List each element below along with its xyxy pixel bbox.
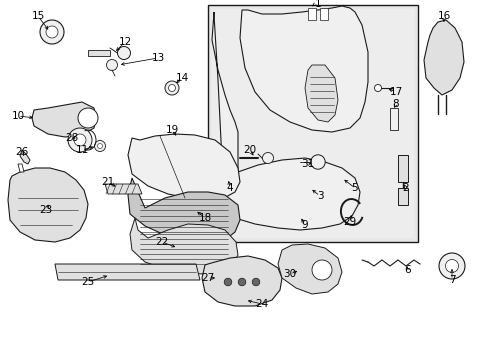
Polygon shape (20, 150, 30, 164)
Polygon shape (128, 134, 240, 200)
Polygon shape (32, 102, 96, 137)
Text: 29: 29 (343, 217, 356, 227)
Polygon shape (128, 178, 240, 242)
Circle shape (78, 108, 98, 128)
Text: 21: 21 (101, 177, 114, 187)
Polygon shape (8, 168, 88, 242)
Text: 19: 19 (165, 125, 178, 135)
Text: 8: 8 (392, 99, 399, 109)
Circle shape (117, 46, 130, 59)
Circle shape (310, 155, 325, 169)
Text: 15: 15 (31, 11, 44, 21)
Text: 13: 13 (151, 53, 164, 63)
Text: 25: 25 (81, 277, 95, 287)
Circle shape (445, 260, 458, 273)
Circle shape (94, 140, 105, 152)
Text: 30: 30 (283, 269, 296, 279)
Circle shape (252, 278, 259, 286)
Polygon shape (212, 158, 359, 230)
Bar (212, 9, 413, 238)
Polygon shape (397, 155, 407, 182)
Circle shape (40, 20, 64, 44)
Text: 18: 18 (198, 213, 211, 223)
Polygon shape (307, 8, 315, 20)
Text: 22: 22 (155, 237, 168, 247)
Circle shape (106, 59, 117, 71)
Circle shape (164, 81, 179, 95)
Circle shape (68, 128, 92, 152)
Text: 6: 6 (404, 265, 410, 275)
Polygon shape (212, 12, 238, 225)
Polygon shape (278, 244, 341, 294)
Polygon shape (88, 50, 110, 56)
Circle shape (262, 153, 273, 163)
Text: 10: 10 (11, 111, 24, 121)
Polygon shape (305, 65, 337, 122)
Text: 5: 5 (351, 183, 358, 193)
Bar (207, 5, 417, 242)
Text: 31: 31 (301, 159, 314, 169)
Polygon shape (105, 184, 142, 194)
Text: 12: 12 (118, 37, 131, 47)
Text: 24: 24 (255, 299, 268, 309)
Text: 2: 2 (402, 183, 408, 193)
Polygon shape (18, 164, 24, 172)
Text: 26: 26 (15, 147, 29, 157)
Circle shape (374, 85, 381, 91)
Text: 20: 20 (243, 145, 256, 155)
Text: 9: 9 (301, 220, 307, 230)
Circle shape (224, 278, 231, 286)
Circle shape (168, 85, 175, 91)
Polygon shape (389, 108, 397, 130)
Text: 11: 11 (75, 145, 88, 155)
Text: 27: 27 (201, 273, 214, 283)
Polygon shape (319, 8, 327, 20)
Text: 14: 14 (175, 73, 188, 83)
Circle shape (438, 253, 464, 279)
Circle shape (97, 144, 102, 148)
Text: 3: 3 (316, 191, 323, 201)
Polygon shape (423, 20, 463, 95)
Text: 4: 4 (226, 183, 233, 193)
Polygon shape (55, 264, 200, 280)
Text: 28: 28 (65, 133, 79, 143)
Circle shape (311, 260, 331, 280)
Circle shape (74, 134, 86, 146)
Text: 16: 16 (436, 11, 450, 21)
Text: 1: 1 (314, 0, 321, 9)
Circle shape (238, 278, 245, 286)
Polygon shape (130, 218, 238, 274)
Polygon shape (240, 6, 367, 132)
Circle shape (46, 26, 58, 38)
Text: 23: 23 (40, 205, 53, 215)
Polygon shape (397, 188, 407, 205)
Text: 17: 17 (388, 87, 402, 97)
Text: 7: 7 (448, 275, 454, 285)
Polygon shape (202, 256, 282, 306)
